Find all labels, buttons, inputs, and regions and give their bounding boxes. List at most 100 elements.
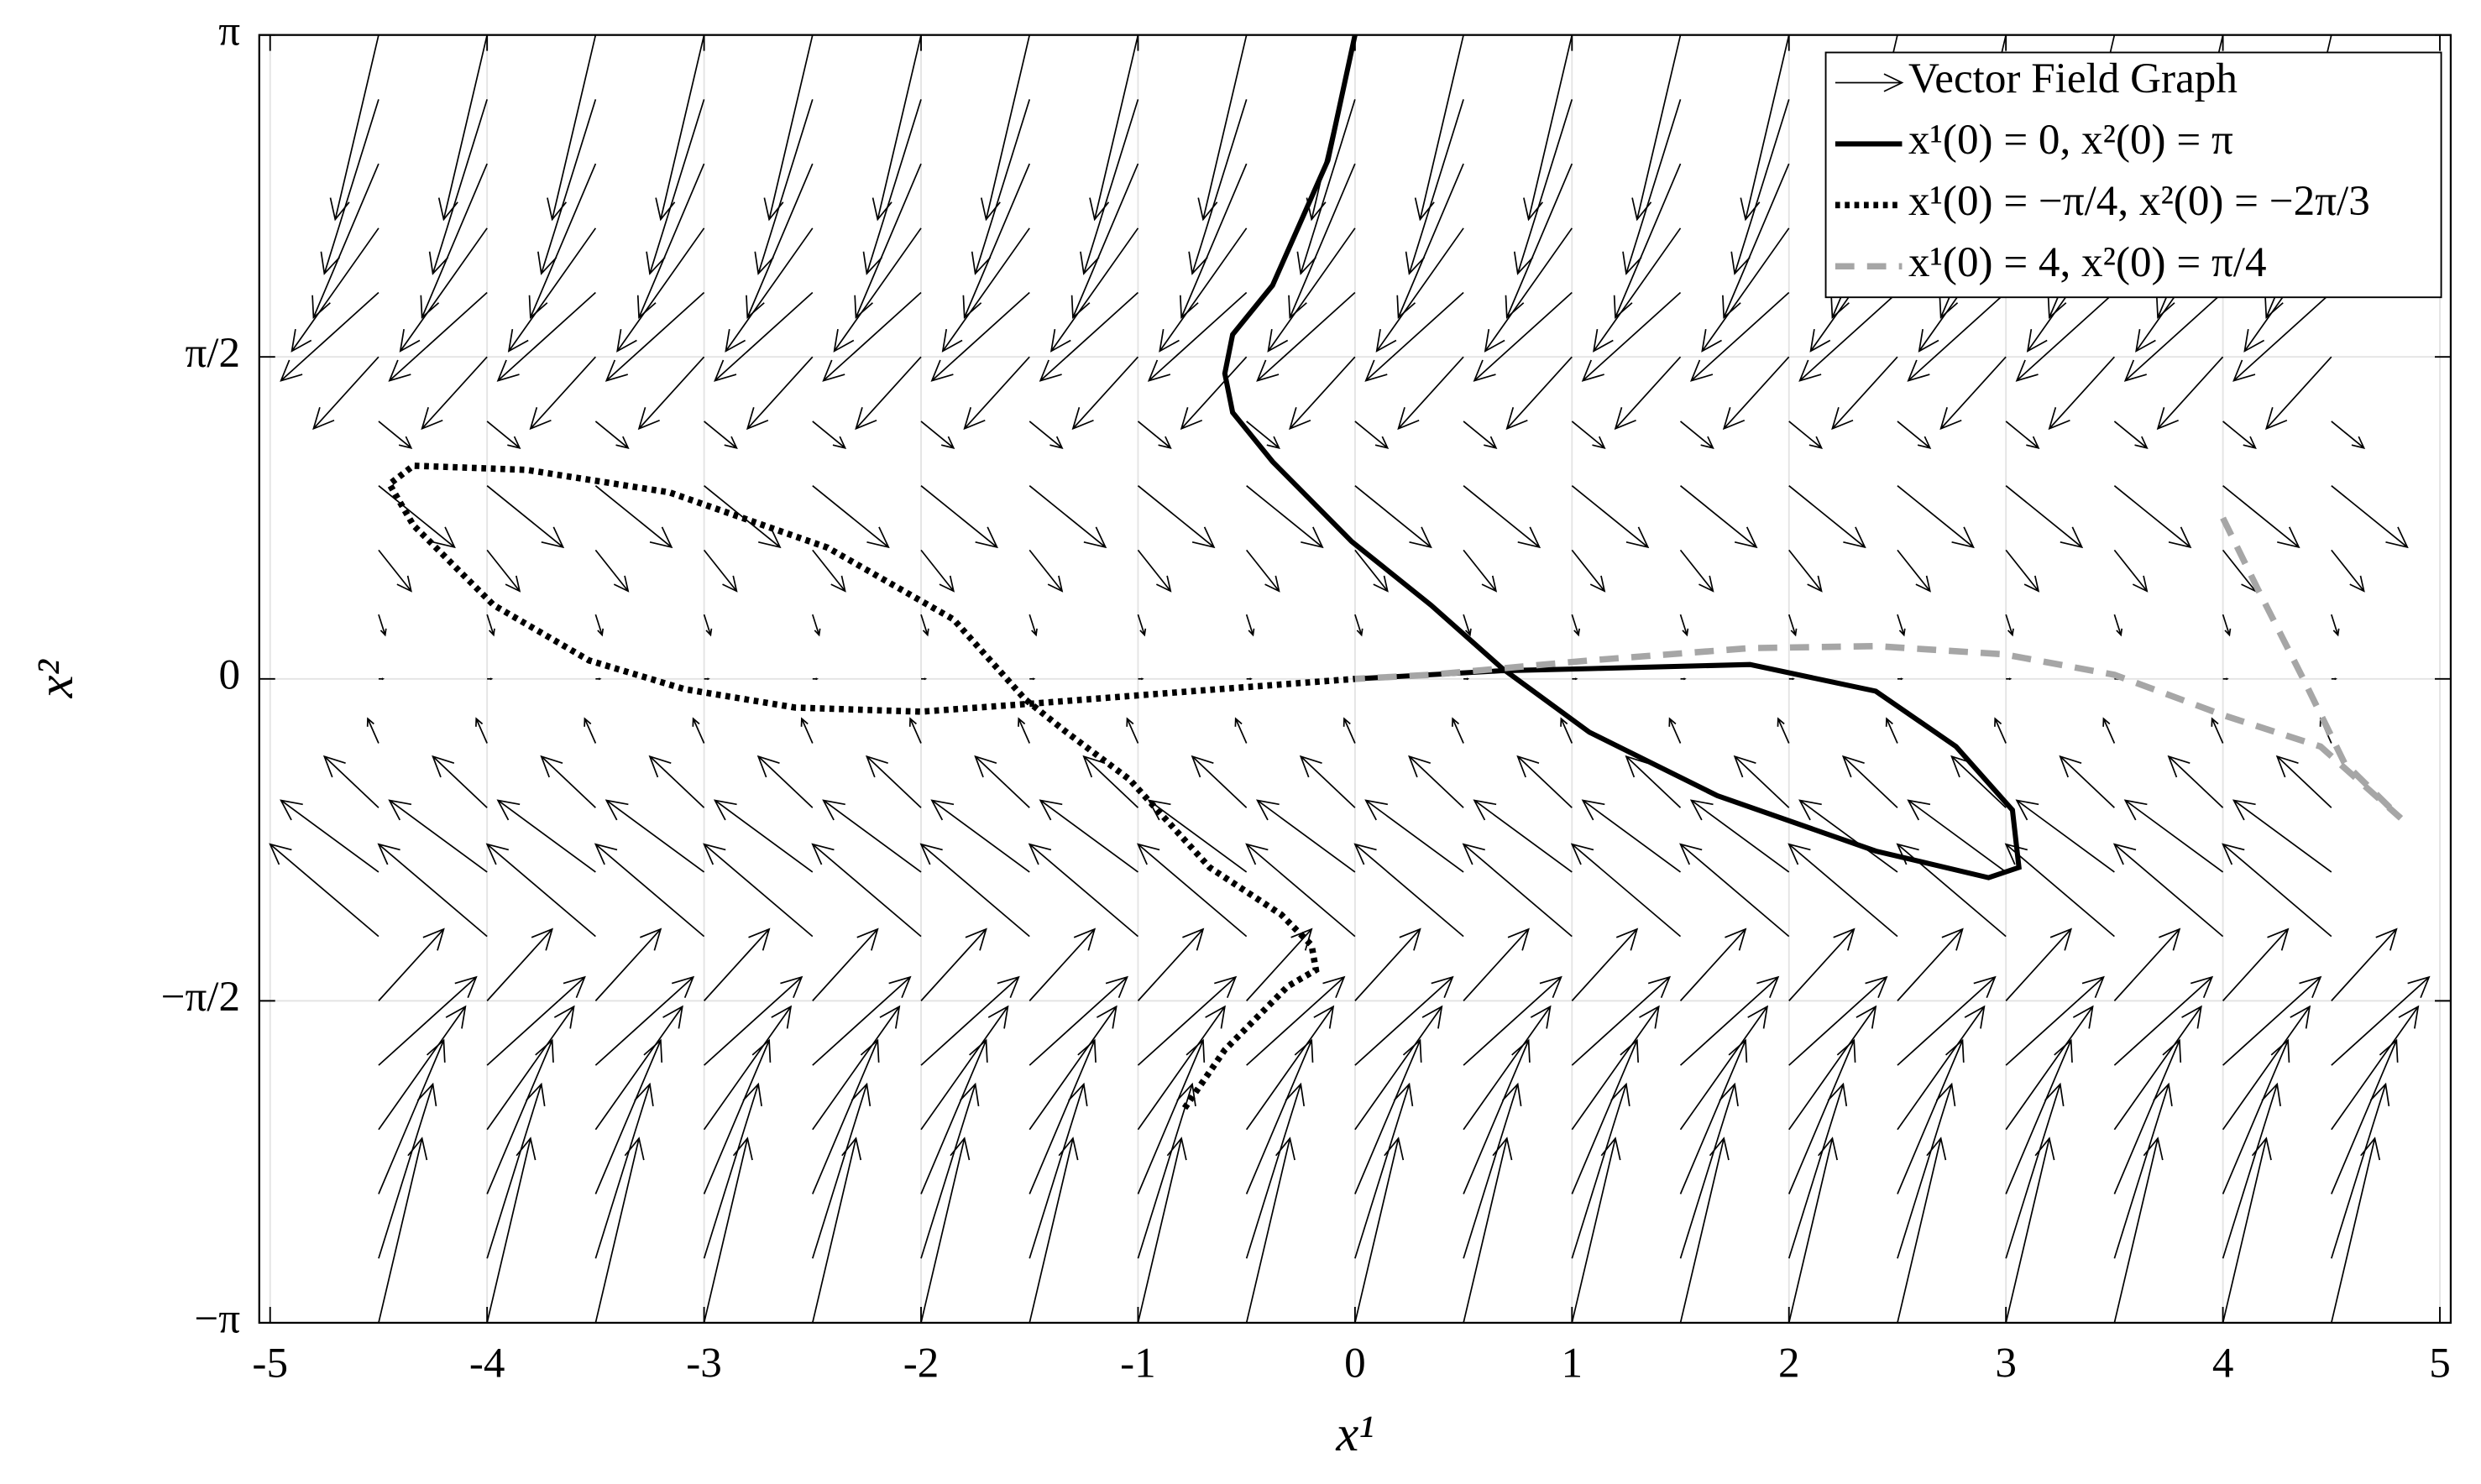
arrow-shaft bbox=[2233, 799, 2332, 873]
arrow-head bbox=[1505, 407, 1528, 431]
arrow-shaft bbox=[2157, 356, 2224, 430]
arrow bbox=[1788, 421, 1824, 449]
arrow bbox=[1701, 227, 1790, 353]
arrow-shaft bbox=[1788, 976, 1887, 1066]
arrow-shaft bbox=[649, 755, 705, 808]
arrow-head bbox=[997, 975, 1020, 998]
arrow-shaft bbox=[2330, 1084, 2387, 1259]
arrow bbox=[595, 677, 602, 681]
arrow bbox=[646, 99, 705, 275]
arrow-shaft bbox=[1246, 421, 1280, 449]
arrow bbox=[1572, 677, 1578, 681]
arrow bbox=[437, 34, 488, 222]
arrow-head bbox=[399, 329, 421, 353]
arrow bbox=[1288, 163, 1356, 320]
arrow-head bbox=[2379, 1038, 2399, 1063]
arrow-head bbox=[1089, 197, 1110, 222]
arrow-shaft bbox=[594, 1040, 662, 1194]
arrow-head bbox=[771, 1005, 793, 1029]
arrow-shaft bbox=[1354, 1084, 1411, 1259]
arrow-head bbox=[2048, 407, 2070, 431]
arrow-head bbox=[1408, 755, 1432, 778]
arrow-head bbox=[2026, 436, 2040, 449]
x-tick-label: 5 bbox=[2429, 1340, 2451, 1387]
arrow-shaft bbox=[1137, 976, 1237, 1066]
arrow bbox=[616, 227, 705, 353]
arrow-shaft bbox=[323, 99, 379, 274]
arrow bbox=[2113, 975, 2214, 1066]
arrow-shaft bbox=[1571, 1006, 1660, 1131]
arrow-head bbox=[388, 799, 412, 821]
arrow-head bbox=[1032, 677, 1036, 681]
arrow-head bbox=[2398, 1005, 2420, 1029]
arrow-head bbox=[1083, 526, 1107, 549]
arrow-shaft bbox=[2331, 484, 2408, 548]
arrow-shaft bbox=[1897, 1040, 1964, 1194]
arrow-head bbox=[1918, 329, 1939, 353]
arrow bbox=[1570, 843, 1682, 938]
arrow-shaft bbox=[1354, 1137, 1400, 1324]
arrow-shaft bbox=[2331, 1040, 2398, 1194]
arrow bbox=[703, 1038, 772, 1194]
arrow bbox=[725, 227, 814, 353]
arrow-shaft bbox=[2222, 1084, 2279, 1259]
arrow bbox=[1245, 1082, 1306, 1259]
arrow-shaft bbox=[1245, 549, 1280, 592]
arrow-shaft bbox=[1571, 976, 1671, 1066]
arrow bbox=[1137, 484, 1216, 549]
arrow-head bbox=[780, 975, 803, 998]
arrow-shaft bbox=[1072, 163, 1139, 318]
arrow-head bbox=[1462, 843, 1485, 865]
arrow-head bbox=[454, 975, 478, 998]
arrow-head bbox=[584, 717, 592, 727]
arrow bbox=[1571, 975, 1672, 1066]
arrow-shaft bbox=[1745, 34, 1790, 220]
arrow-shaft bbox=[2276, 755, 2332, 808]
arrow bbox=[2005, 1082, 2065, 1259]
arrow-shaft bbox=[1354, 421, 1389, 449]
arrow-head bbox=[1356, 628, 1364, 637]
arrow-shaft bbox=[1354, 484, 1432, 548]
arrow-shaft bbox=[638, 356, 705, 430]
arrow-head bbox=[432, 526, 456, 549]
arrow-head bbox=[692, 717, 700, 727]
arrow bbox=[2331, 421, 2366, 449]
arrow-head bbox=[751, 1038, 772, 1063]
arrow-head bbox=[1592, 436, 1606, 449]
arrow bbox=[1679, 484, 1758, 549]
arrow bbox=[2005, 421, 2040, 449]
arrow-shaft bbox=[1354, 928, 1421, 1001]
arrow-shaft bbox=[486, 484, 564, 548]
arrow bbox=[421, 356, 488, 431]
arrow-shaft bbox=[1679, 614, 1688, 635]
arrow bbox=[1777, 717, 1790, 744]
arrow-shaft bbox=[1365, 799, 1464, 873]
arrow-head bbox=[1393, 1082, 1414, 1107]
arrow-shaft bbox=[2060, 755, 2115, 808]
arrow-head bbox=[1322, 975, 1346, 998]
arrow-shaft bbox=[1679, 484, 1757, 548]
arrow-shaft bbox=[1571, 1084, 1627, 1259]
arrow bbox=[1147, 799, 1248, 873]
arrow-shaft bbox=[1093, 34, 1139, 220]
arrow-head bbox=[1725, 928, 1747, 951]
arrow bbox=[812, 1038, 880, 1194]
arrow-shaft bbox=[1137, 1137, 1182, 1324]
arrow-shaft bbox=[2005, 421, 2039, 449]
arrow bbox=[1256, 291, 1356, 382]
arrow-head bbox=[1140, 677, 1144, 681]
arrow-head bbox=[1722, 407, 1746, 431]
arrow-shaft bbox=[1625, 99, 1682, 274]
arrow bbox=[941, 227, 1030, 353]
arrow-shaft bbox=[1180, 163, 1248, 318]
arrow-shaft bbox=[1799, 291, 1898, 382]
arrow bbox=[871, 34, 922, 222]
arrow-shaft bbox=[508, 227, 597, 352]
arrow-shaft bbox=[974, 99, 1031, 274]
arrow-head bbox=[924, 677, 928, 681]
arrow-shaft bbox=[2222, 976, 2321, 1066]
arrow-head bbox=[1939, 295, 1959, 320]
arrow bbox=[1343, 717, 1356, 744]
arrow bbox=[1246, 421, 1280, 449]
arrow-head bbox=[1288, 295, 1307, 320]
